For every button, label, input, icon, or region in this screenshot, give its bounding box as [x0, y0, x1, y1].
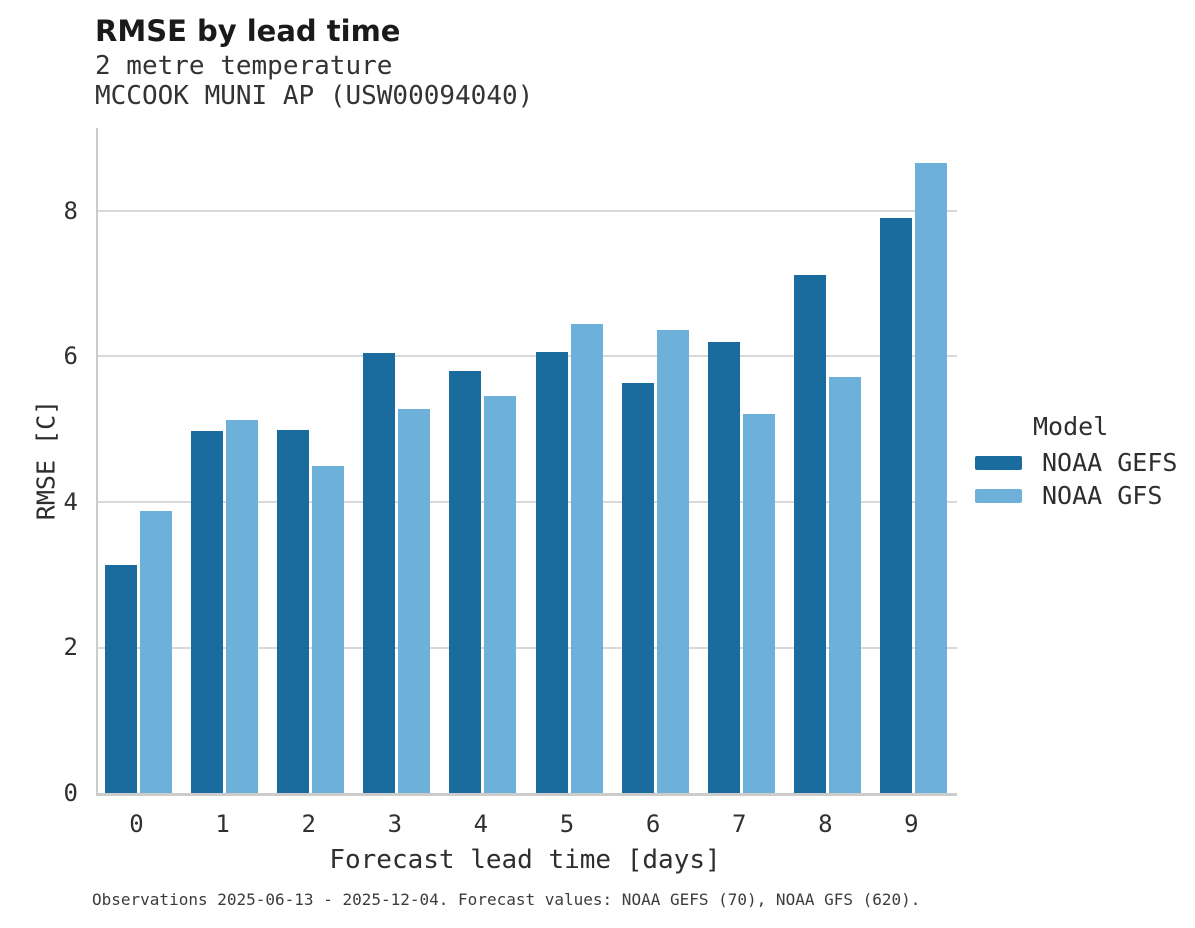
x-tick-label-1: 1: [215, 810, 230, 838]
bar-noaa-gfs-day-3: [398, 408, 431, 793]
x-tick-label-0: 0: [129, 810, 144, 838]
y-tick-label-8: 8: [63, 196, 78, 225]
gridline-y-8: [98, 209, 957, 212]
chart-subtitle-variable: 2 metre temperature: [95, 51, 393, 81]
y-tick-label-6: 6: [63, 342, 78, 371]
bar-noaa-gfs-day-6: [656, 330, 689, 793]
legend-swatch-noaa-gfs: [975, 489, 1022, 503]
bar-noaa-gfs-day-5: [570, 324, 603, 793]
x-tick-label-7: 7: [731, 810, 747, 838]
x-tick-label-4: 4: [473, 810, 489, 838]
x-tick-label-6: 6: [645, 810, 661, 838]
y-tick-label-2: 2: [63, 633, 78, 662]
plot-area: [96, 128, 957, 796]
x-tick-label-3: 3: [387, 810, 403, 838]
bar-noaa-gfs-day-1: [226, 420, 259, 793]
bar-noaa-gfs-day-7: [742, 413, 775, 793]
legend-label-noaa-gfs: NOAA GFS: [1042, 481, 1163, 510]
bar-noaa-gfs-day-9: [914, 162, 947, 793]
gridline-y-4: [98, 500, 957, 503]
bar-noaa-gfs-day-0: [140, 510, 172, 793]
bar-noaa-gefs-day-1: [191, 431, 224, 793]
gridline-y-2: [98, 646, 957, 649]
caption-text: Observations 2025-06-13 - 2025-12-04. Fo…: [92, 890, 921, 909]
bar-noaa-gefs-day-6: [621, 383, 654, 793]
bar-noaa-gfs-day-4: [484, 395, 517, 793]
y-tick-label-0: 0: [63, 779, 78, 807]
bar-noaa-gefs-day-4: [449, 371, 482, 793]
bar-noaa-gfs-day-8: [828, 376, 861, 793]
x-tick-label-2: 2: [301, 810, 316, 838]
bar-noaa-gefs-day-8: [793, 274, 826, 793]
bar-noaa-gefs-day-3: [363, 352, 396, 793]
bar-noaa-gefs-day-0: [105, 564, 137, 793]
bar-noaa-gefs-day-5: [535, 352, 568, 793]
chart-title: RMSE by lead time: [95, 14, 401, 48]
legend-title: Model: [1033, 412, 1109, 441]
x-tick-label-5: 5: [559, 810, 575, 838]
gridline-y-6: [98, 355, 957, 358]
bar-noaa-gefs-day-2: [277, 429, 310, 793]
y-tick-label-4: 4: [63, 487, 78, 516]
x-tick-label-9: 9: [904, 810, 919, 838]
bar-noaa-gfs-day-2: [312, 465, 345, 793]
legend-label-noaa-gefs: NOAA GEFS: [1042, 448, 1178, 477]
x-axis-label: Forecast lead time [days]: [329, 845, 721, 875]
legend-swatch-noaa-gefs: [975, 456, 1022, 470]
x-tick-label-8: 8: [818, 810, 833, 838]
bar-noaa-gefs-day-7: [707, 341, 740, 793]
chart-subtitle-station: MCCOOK MUNI AP (USW00094040): [95, 81, 534, 111]
bar-noaa-gefs-day-9: [879, 217, 912, 793]
